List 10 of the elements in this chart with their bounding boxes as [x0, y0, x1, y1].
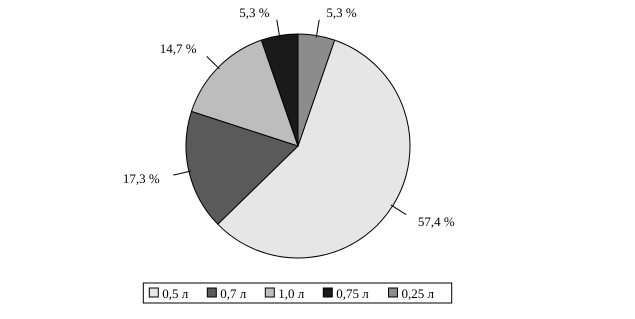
legend-label: 0,5 л: [162, 286, 189, 301]
data-label: 5,3 %: [239, 5, 270, 20]
data-label: 14,7 %: [160, 40, 197, 56]
legend-label: 1,0 л: [278, 286, 305, 301]
legend-label: 0,25 л: [402, 286, 434, 301]
legend-label: 0,7 л: [220, 286, 247, 301]
data-label: 17,3 %: [122, 170, 160, 186]
legend-label: 0,75 л: [336, 286, 370, 301]
data-label: 57,4 %: [418, 214, 455, 230]
data-label: 5,3 %: [326, 5, 357, 20]
